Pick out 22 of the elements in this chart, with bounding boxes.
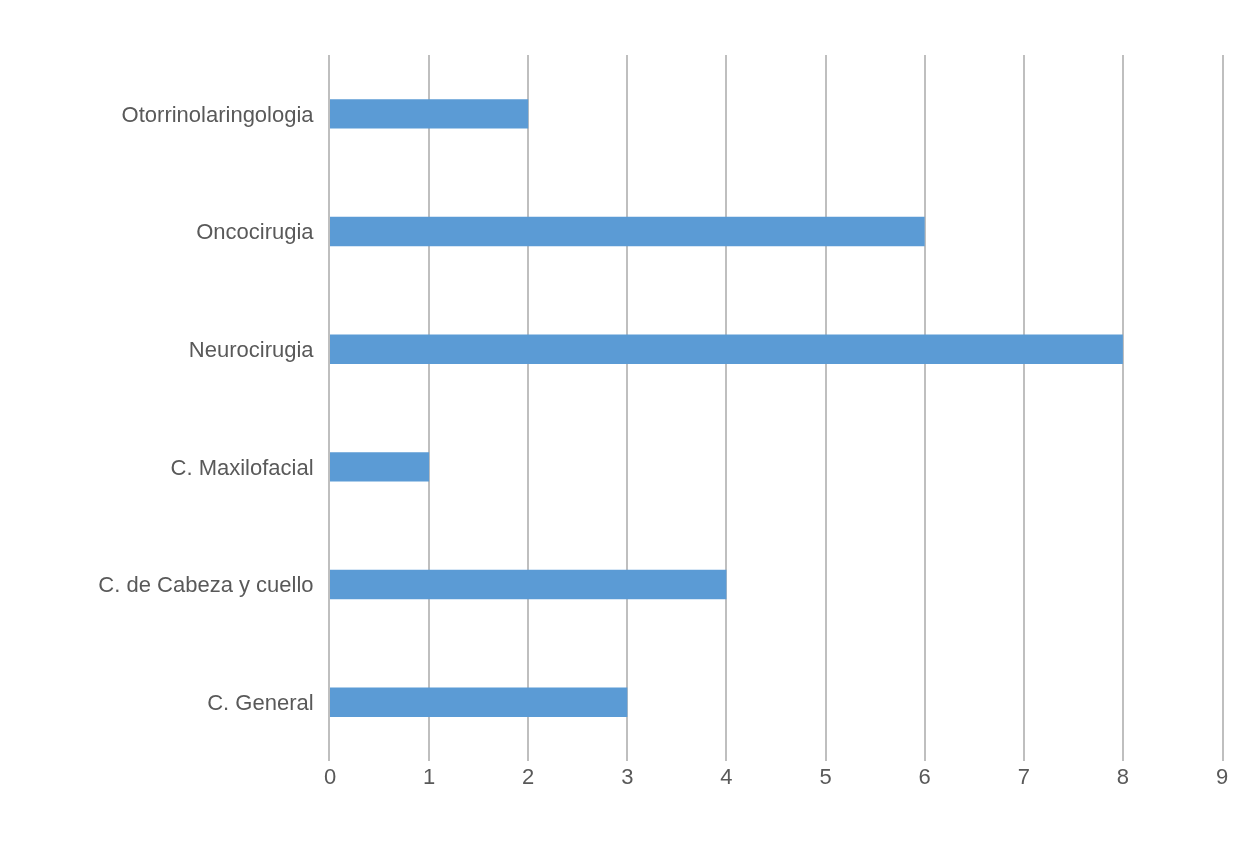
x-tick-label: 0 [323,764,337,789]
x-tick-label: 9 [1215,764,1229,789]
bar [330,334,1123,364]
y-tick-label: C. Maxilofacial [170,454,314,480]
bar [330,99,529,129]
bar [330,216,925,247]
y-tick-label: Neurocirugia [188,336,315,362]
x-tick-label: 4 [720,764,733,789]
bar [330,569,727,600]
y-tick-label: Oncocirugia [196,219,315,245]
y-tick-label: C. de Cabeza y cuello [98,572,314,598]
x-tick-label: 8 [1116,764,1130,789]
bar [330,452,430,482]
x-tick-label: 6 [918,764,931,789]
y-tick-label: C. General [207,689,314,715]
x-tick-label: 2 [522,764,535,789]
x-tick-label: 7 [1017,764,1030,789]
bar [330,687,628,717]
x-tick-label: 1 [422,764,436,789]
x-tick-label: 5 [819,764,832,789]
y-tick-label: Otorrinolaringologia [121,101,315,127]
x-tick-label: 3 [621,764,634,789]
